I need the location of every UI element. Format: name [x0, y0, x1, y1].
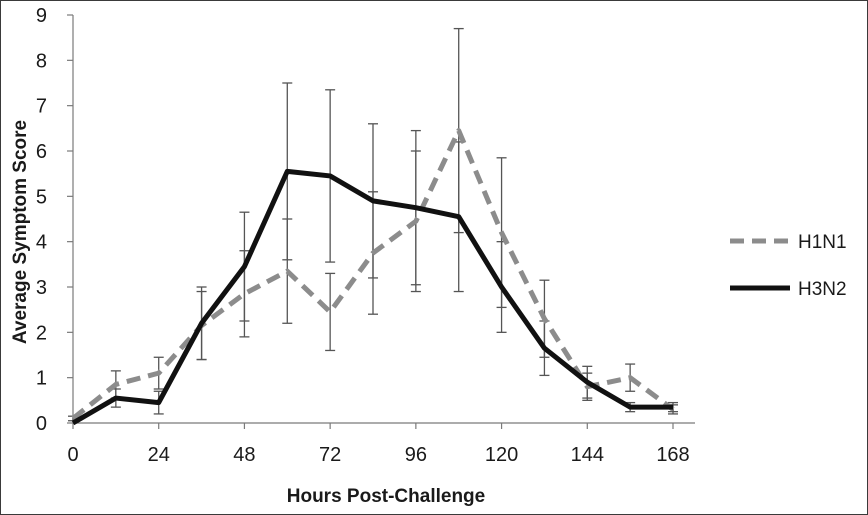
x-tick-label: 144: [571, 444, 604, 466]
x-tick-label: 48: [233, 444, 255, 466]
x-ticks: 0 24 48 72 96 120 144 168: [67, 423, 690, 466]
legend-label-h3n2: H3N2: [798, 279, 847, 300]
series-line-h3n2: [71, 168, 673, 426]
y-tick-label: 6: [36, 141, 47, 163]
y-tick-label: 9: [36, 5, 47, 27]
y-tick-label: 4: [36, 232, 47, 254]
y-tick-label: 7: [36, 96, 47, 118]
series-lines: [71, 128, 675, 426]
y-axis-title: Average Symptom Score: [10, 120, 31, 344]
x-tick-label: 120: [485, 444, 518, 466]
y-tick-label: 3: [36, 277, 47, 299]
axes: [72, 15, 695, 424]
x-tick-label: 24: [148, 444, 170, 466]
x-axis-title: Hours Post-Challenge: [287, 486, 485, 507]
x-tick-label: 96: [405, 444, 427, 466]
legend-label-h1n1: H1N1: [798, 232, 847, 253]
x-tick-label: 168: [656, 444, 689, 466]
legend: H1N1 H3N2: [730, 232, 847, 300]
y-tick-label: 0: [36, 413, 47, 435]
y-tick-label: 1: [36, 368, 47, 390]
y-tick-label: 8: [36, 50, 47, 72]
y-ticks: 0 1 2 3 4 5 6 7 8 9: [36, 5, 73, 435]
y-tick-label: 2: [36, 322, 47, 344]
x-tick-label: 72: [319, 444, 341, 466]
x-tick-label: 0: [67, 444, 78, 466]
series-line-h1n1: [71, 128, 675, 421]
y-tick-label: 5: [36, 186, 47, 208]
error-bars: [68, 27, 678, 422]
